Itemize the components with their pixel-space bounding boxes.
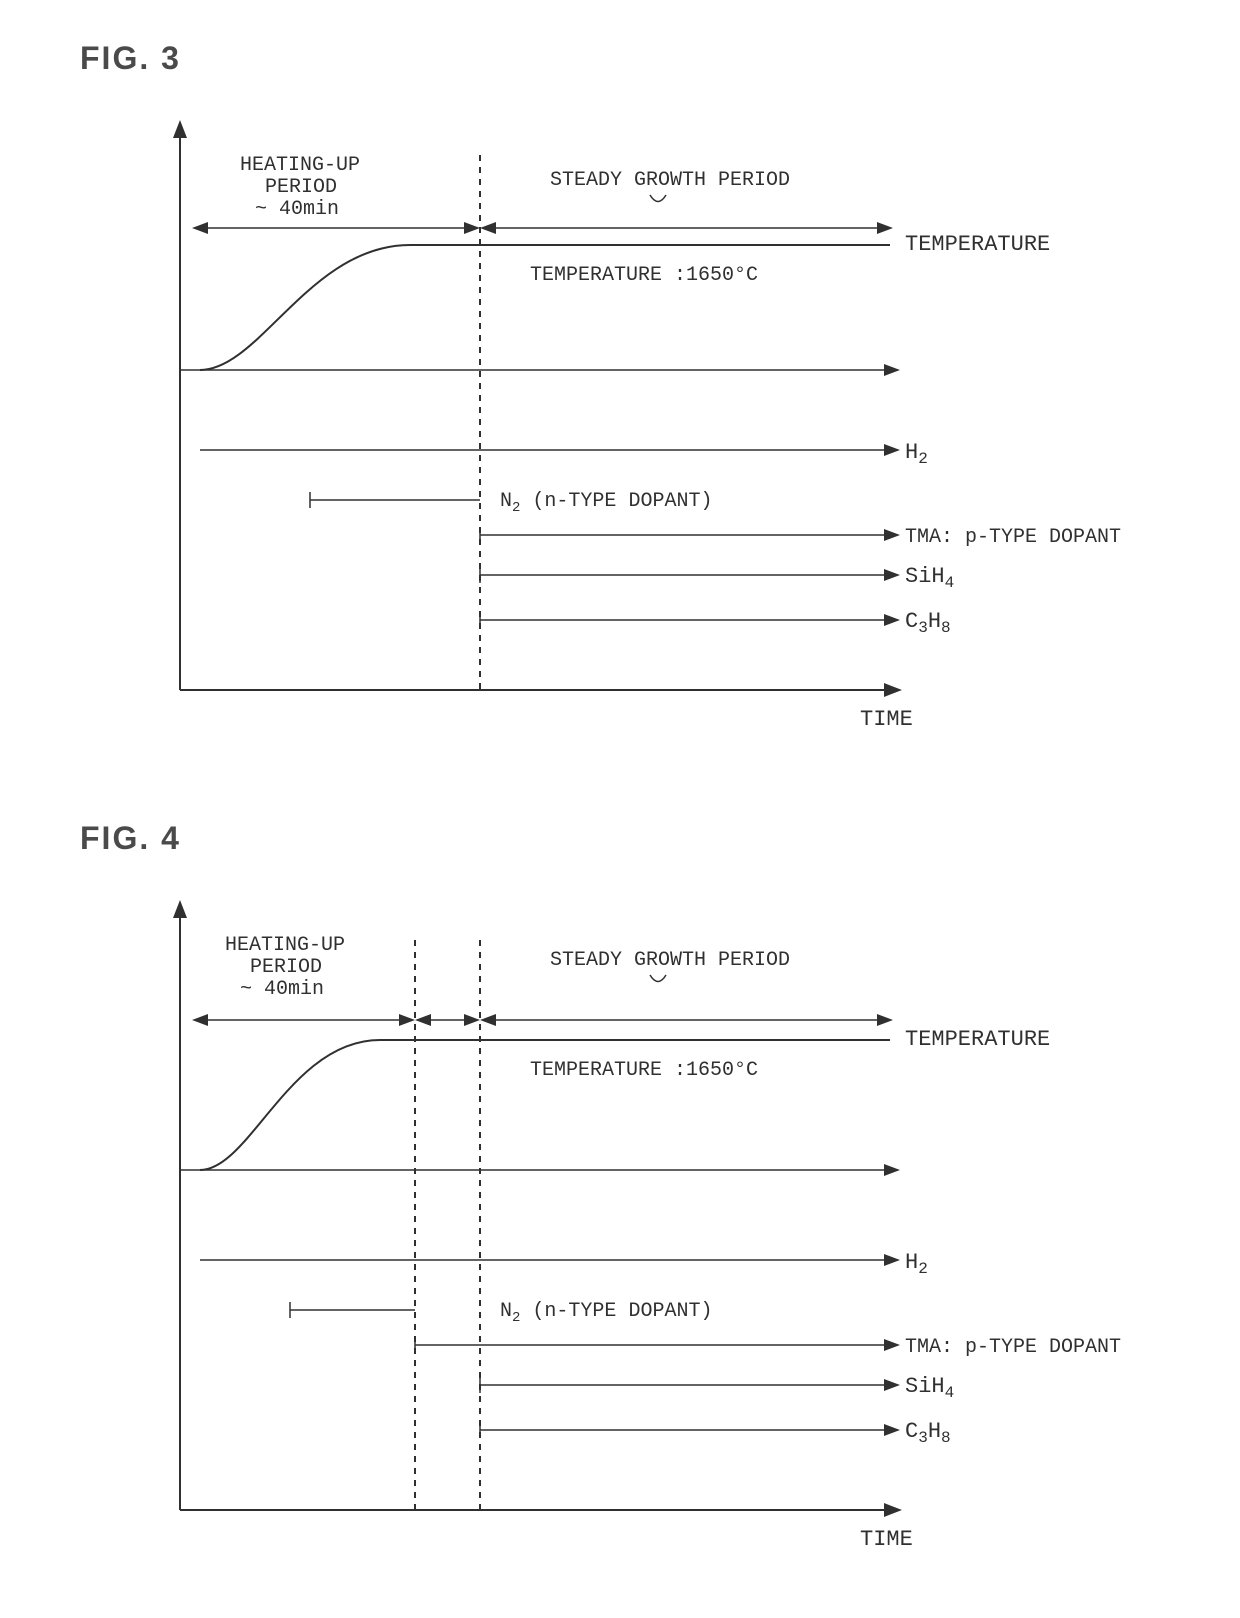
heating-label-3: ~ 40min [240, 978, 324, 1001]
temp-label-right: TEMPERATURE [905, 1027, 1050, 1052]
heating-label-1: HEATING-UP [240, 154, 360, 177]
time-label: TIME [860, 1527, 913, 1552]
c3h8-label: C3H8 [905, 609, 951, 637]
fig4-title: FIG. 4 [80, 820, 181, 857]
n2-label: N2 (n-TYPE DOPANT) [500, 490, 712, 516]
sih4-label: SiH4 [905, 1374, 954, 1402]
heating-label-3: ~ 40min [255, 198, 339, 221]
temp-label-right: TEMPERATURE [905, 232, 1050, 257]
c3h8-label: C3H8 [905, 1419, 951, 1447]
sih4-label: SiH4 [905, 564, 954, 592]
temp-value: TEMPERATURE :1650°C [530, 264, 758, 287]
tma-label: TMA: p-TYPE DOPANT [905, 526, 1121, 549]
steady-label: STEADY GROWTH PERIOD [550, 949, 790, 972]
h2-label: H2 [905, 1250, 928, 1278]
page: FIG. 3 TIME HEATING-UP PERIOD ~ 40min ST… [0, 0, 1240, 1618]
steady-label: STEADY GROWTH PERIOD [550, 169, 790, 192]
tma-label: TMA: p-TYPE DOPANT [905, 1336, 1121, 1359]
n2-label: N2 (n-TYPE DOPANT) [500, 1300, 712, 1326]
h2-label: H2 [905, 440, 928, 468]
fig3-title: FIG. 3 [80, 40, 181, 77]
heating-label-1: HEATING-UP [225, 934, 345, 957]
fig4-diagram: TIME HEATING-UP PERIOD ~ 40min STEADY GR… [60, 880, 1180, 1580]
fig3-diagram: TIME HEATING-UP PERIOD ~ 40min STEADY GR… [60, 100, 1180, 760]
heating-label-2: PERIOD [250, 956, 322, 979]
time-label: TIME [860, 707, 913, 732]
temp-value: TEMPERATURE :1650°C [530, 1059, 758, 1082]
heating-label-2: PERIOD [265, 176, 337, 199]
